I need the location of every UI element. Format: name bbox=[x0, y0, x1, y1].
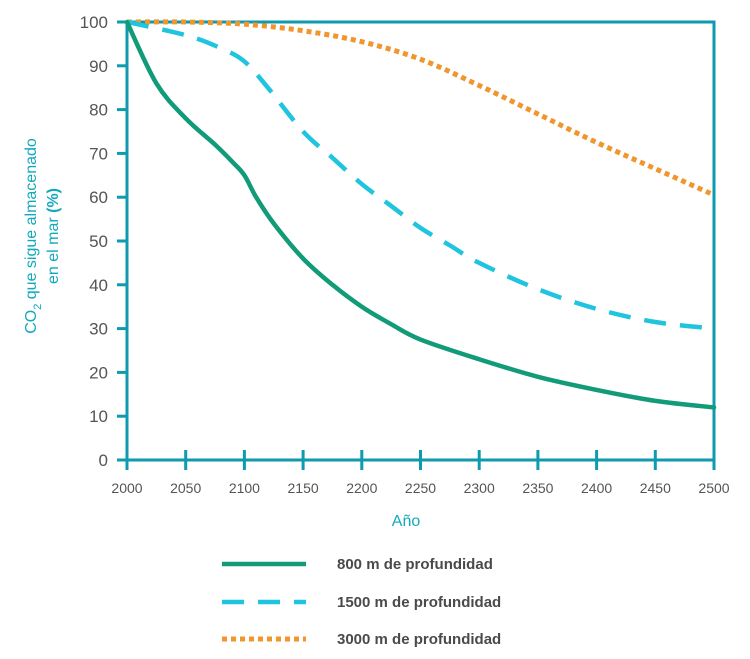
legend-label-1: 1500 m de profundidad bbox=[337, 594, 501, 611]
x-tick-label: 2100 bbox=[229, 480, 260, 496]
series-line-0 bbox=[124, 19, 717, 410]
y-axis-ticks: 0 10 20 30 40 50 60 70 80 90 100 bbox=[80, 13, 127, 470]
y-axis-title-subscript: 2 bbox=[32, 304, 44, 310]
x-tick-label: 2350 bbox=[522, 480, 553, 496]
y-tick-label: 90 bbox=[89, 57, 108, 76]
x-tick-label: 2000 bbox=[111, 480, 142, 496]
x-axis-ticks: 2000 2050 2100 2150 2200 2250 2300 2350 2400 2450… bbox=[111, 450, 730, 496]
y-tick-label: 50 bbox=[89, 232, 108, 251]
y-tick-label: 40 bbox=[89, 276, 108, 295]
y-axis-title-line1-rest: que sigue almacenado bbox=[23, 138, 40, 304]
legend-label-2: 3000 m de profundidad bbox=[337, 631, 501, 648]
x-tick-label: 2150 bbox=[288, 480, 319, 496]
y-tick-label: 20 bbox=[89, 363, 108, 382]
y-axis-title-co: CO bbox=[23, 310, 40, 334]
y-tick-label: 70 bbox=[89, 144, 108, 163]
y-tick-label: 100 bbox=[80, 13, 108, 32]
legend: 800 m de profundidad 1500 m de profundida… bbox=[222, 556, 501, 648]
x-tick-label: 2500 bbox=[698, 480, 729, 496]
y-tick-label: 10 bbox=[89, 407, 108, 426]
x-tick-label: 2200 bbox=[346, 480, 377, 496]
y-tick-label: 60 bbox=[89, 188, 108, 207]
y-axis-title-unit: (%) bbox=[45, 188, 62, 213]
x-tick-label: 2300 bbox=[464, 480, 495, 496]
svg-text:en el mar (%): en el mar (%) bbox=[45, 188, 62, 284]
y-tick-label: 30 bbox=[89, 320, 108, 339]
y-axis-title: CO2 que sigue almacenado en el mar (%) bbox=[23, 138, 62, 334]
x-tick-label: 2250 bbox=[405, 480, 436, 496]
y-tick-label: 80 bbox=[89, 101, 108, 120]
y-axis-title-line2: en el mar bbox=[45, 213, 62, 284]
x-tick-label: 2400 bbox=[581, 480, 612, 496]
svg-text:CO2 que sigue almacenado: CO2 que sigue almacenado bbox=[23, 138, 44, 334]
x-tick-label: 2050 bbox=[170, 480, 201, 496]
legend-label-0: 800 m de profundidad bbox=[337, 556, 493, 573]
series-line-2 bbox=[126, 19, 716, 198]
x-axis-title: Año bbox=[392, 513, 421, 530]
y-tick-label: 0 bbox=[99, 451, 108, 470]
series-line-1 bbox=[126, 19, 715, 331]
series-lines bbox=[124, 19, 717, 410]
x-tick-label: 2450 bbox=[640, 480, 671, 496]
